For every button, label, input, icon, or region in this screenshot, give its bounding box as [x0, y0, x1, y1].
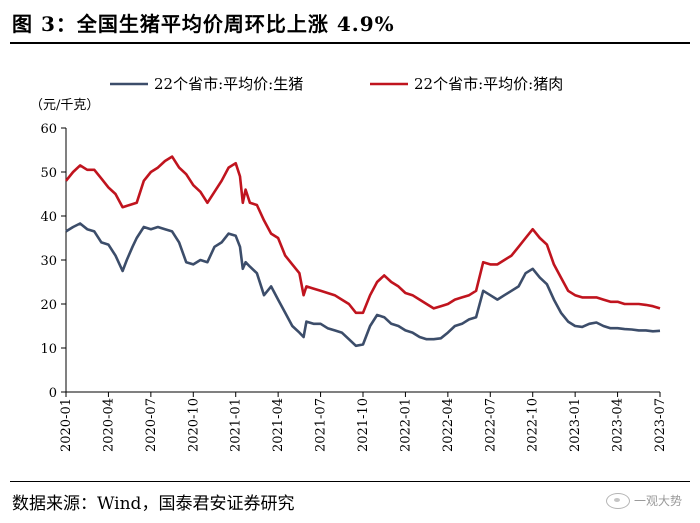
y-tick-label: 30	[40, 254, 57, 269]
x-tick-label: 2022-10	[526, 398, 541, 452]
wechat-logo-icon	[605, 492, 630, 509]
y-tick-label: 60	[40, 122, 57, 137]
x-tick-label: 2021-01	[229, 398, 244, 452]
chart-axes: 0 10 20 30 40 50 60 2020-01 2020-04 2020-07 2020-1…	[40, 122, 668, 452]
x-tick-label: 2022-04	[441, 398, 456, 452]
x-tick-label: 2023-07	[653, 398, 668, 452]
legend-label-1: 22个省市:平均价:生猪	[154, 75, 303, 93]
x-tick-label: 2023-01	[568, 398, 583, 452]
footer-divider	[10, 481, 690, 482]
x-tick-label: 2020-04	[101, 398, 116, 452]
watermark: 一观大势	[605, 492, 682, 509]
chart-title: 图 3：全国生猪平均价周环比上涨 4.9%	[12, 12, 395, 36]
x-tick-label: 2023-04	[611, 398, 626, 452]
source-note: 数据来源：Wind，国泰君安证券研究	[12, 494, 295, 514]
y-tick-label: 40	[40, 210, 57, 225]
y-tick-label: 10	[40, 342, 57, 357]
watermark-text: 一观大势	[633, 494, 682, 508]
chart-series	[64, 155, 661, 348]
y-tick-label: 50	[40, 166, 57, 181]
x-tick-label: 2021-04	[271, 398, 286, 452]
x-tick-label: 2020-01	[59, 398, 74, 452]
x-tick-label: 2020-10	[186, 398, 201, 452]
chart-legend: 22个省市:平均价:生猪 22个省市:平均价:猪肉	[110, 75, 563, 93]
series-line-2	[64, 155, 661, 315]
x-tick-label: 2021-10	[356, 398, 371, 452]
y-axis-label: （元/千克）	[30, 98, 99, 113]
y-tick-label: 20	[40, 298, 57, 313]
series-line-1	[65, 222, 661, 348]
x-tick-label: 2022-01	[398, 398, 413, 452]
x-tick-label: 2020-07	[144, 398, 159, 452]
y-tick-label: 0	[49, 386, 57, 401]
legend-label-2: 22个省市:平均价:猪肉	[414, 75, 563, 93]
title-divider	[10, 42, 690, 44]
x-tick-label: 2021-07	[314, 398, 329, 452]
x-tick-label: 2022-07	[483, 398, 498, 452]
